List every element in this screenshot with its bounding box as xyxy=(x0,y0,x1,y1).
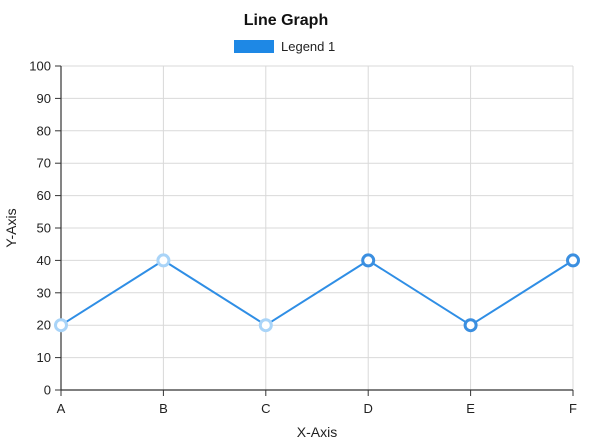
data-point[interactable] xyxy=(463,318,478,333)
y-tick-label: 70 xyxy=(37,156,51,171)
x-tick-label: D xyxy=(364,401,373,416)
y-tick-label: 80 xyxy=(37,123,51,138)
data-point[interactable] xyxy=(361,253,376,268)
x-axis-label: X-Axis xyxy=(297,424,337,440)
x-tick-label: C xyxy=(261,401,270,416)
series-layer xyxy=(54,253,580,333)
y-tick-label: 90 xyxy=(37,91,51,106)
y-tick-label: 30 xyxy=(37,285,51,300)
x-tick-label: B xyxy=(159,401,168,416)
y-tick-label: 50 xyxy=(37,221,51,236)
x-tick-label: E xyxy=(466,401,475,416)
grid xyxy=(61,65,574,390)
data-point[interactable] xyxy=(54,318,68,333)
y-tick-label: 100 xyxy=(29,59,51,74)
y-tick-label: 20 xyxy=(37,318,51,333)
legend-label: Legend 1 xyxy=(281,39,335,54)
y-axis-label: Y-Axis xyxy=(3,208,19,247)
legend-swatch xyxy=(234,40,274,53)
series-line-1 xyxy=(60,259,574,327)
data-point[interactable] xyxy=(156,253,171,268)
chart-title: Line Graph xyxy=(244,12,328,29)
x-tick-label: F xyxy=(569,401,577,416)
data-point[interactable] xyxy=(258,318,273,333)
y-tick-label: 40 xyxy=(37,253,51,268)
y-tick-label: 0 xyxy=(44,383,51,398)
y-axis-ticks: 0 10 20 30 40 50 60 70 80 90 100 xyxy=(29,59,61,398)
legend[interactable]: Legend 1 xyxy=(234,39,335,54)
y-tick-label: 10 xyxy=(37,350,51,365)
x-axis-ticks: A B C D E F xyxy=(57,390,577,416)
x-tick-label: A xyxy=(57,401,66,416)
y-tick-label: 60 xyxy=(37,188,51,203)
data-point[interactable] xyxy=(566,253,580,268)
